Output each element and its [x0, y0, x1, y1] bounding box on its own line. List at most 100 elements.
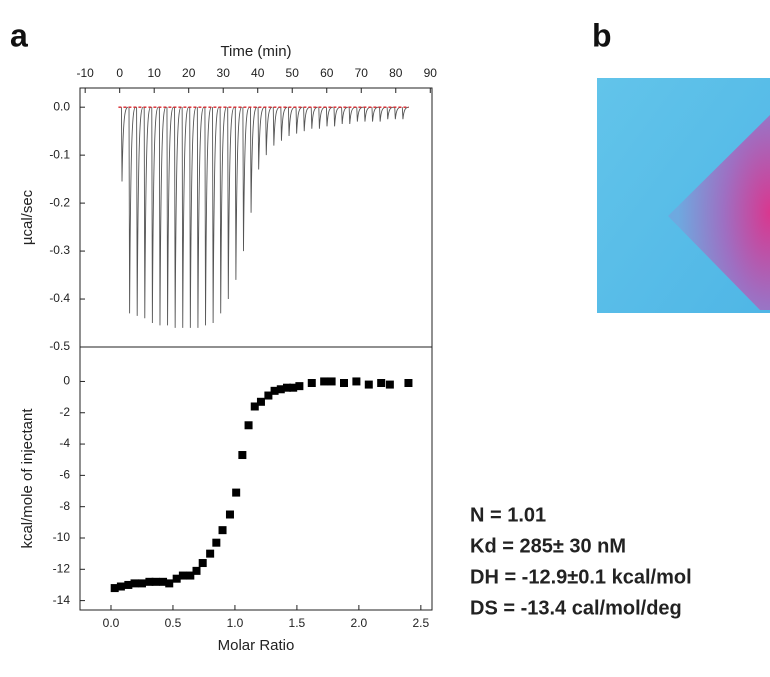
x-axis-title: Molar Ratio [218, 637, 295, 654]
data-point [172, 574, 181, 583]
fit-parameter: DS = -13.4 cal/mol/deg [470, 597, 682, 619]
injection-peak [250, 106, 258, 213]
injection-peak [204, 106, 212, 326]
crystal-image [597, 78, 770, 313]
y-tick-label: -10 [53, 530, 71, 544]
y-axis-title: kcal/mole of injectant [19, 408, 36, 549]
data-point [276, 385, 285, 394]
data-point [212, 538, 221, 547]
injection-peak [265, 106, 273, 156]
injection-peak [401, 106, 409, 120]
injection-peak [158, 106, 167, 326]
x-tick-label: 0.0 [103, 616, 120, 630]
data-point [178, 571, 187, 580]
injection-peak [386, 106, 394, 120]
injection-peak [151, 106, 159, 324]
x-tick-label: 1.5 [289, 616, 306, 630]
injection-peak [227, 106, 235, 300]
data-point [256, 397, 265, 406]
x-tick-label: 50 [286, 66, 300, 80]
injection-peak [189, 106, 197, 328]
data-point [159, 577, 168, 586]
y-tick-label: -4 [59, 436, 70, 450]
x-tick-label: -10 [77, 66, 95, 80]
injection-peak [394, 106, 402, 120]
data-point [352, 377, 361, 386]
y-tick-label: -2 [59, 405, 70, 419]
x-tick-label: 10 [148, 66, 162, 80]
data-point [165, 579, 174, 588]
injection-peak [363, 106, 371, 122]
y-tick-label: -0.5 [49, 339, 70, 353]
injection-peak [196, 106, 205, 328]
y-axis-title: µcal/sec [19, 189, 36, 245]
injection-peak [242, 106, 250, 252]
x-tick-label: 20 [182, 66, 196, 80]
data-point [232, 488, 241, 497]
data-point [385, 380, 394, 389]
injection-peak [371, 106, 379, 122]
injection-peak [379, 106, 387, 122]
data-point [364, 380, 373, 389]
data-point [295, 382, 304, 391]
injection-peak [219, 106, 227, 314]
injection-peak [174, 106, 182, 328]
x-tick-label: 2.5 [413, 616, 430, 630]
data-point [377, 379, 386, 388]
injection-peak [136, 106, 144, 316]
x-tick-label: 2.0 [351, 616, 368, 630]
data-point [225, 510, 234, 519]
x-tick-label: 80 [389, 66, 403, 80]
injection-peak [181, 106, 189, 328]
injection-peak [325, 106, 334, 127]
panel-label: b [592, 17, 612, 53]
injection-peak [257, 106, 265, 170]
y-tick-label: 0 [63, 374, 70, 388]
data-point [238, 451, 247, 460]
panel-label: a [10, 17, 28, 53]
data-point [340, 379, 348, 388]
data-point [282, 383, 291, 392]
data-point [264, 391, 273, 400]
data-point [320, 377, 329, 386]
x-axis-title: Time (min) [220, 43, 291, 60]
injection-peak [333, 106, 341, 127]
data-point [250, 402, 259, 411]
injection-peak [341, 106, 349, 125]
injection-peak [318, 106, 326, 129]
x-tick-label: 60 [320, 66, 334, 80]
fit-parameter: N = 1.01 [470, 504, 546, 526]
data-point [327, 377, 336, 386]
injection-peak [234, 106, 243, 280]
y-tick-label: -0.3 [49, 243, 70, 257]
y-tick-label: -0.4 [49, 291, 70, 305]
x-tick-label: 30 [217, 66, 231, 80]
injection-peak [128, 106, 136, 314]
data-point [289, 383, 298, 392]
data-point [124, 580, 133, 589]
data-point [130, 579, 139, 588]
x-tick-label: 0 [116, 66, 123, 80]
injection-peak [356, 106, 364, 122]
data-point [151, 577, 160, 586]
injection-peak [120, 106, 129, 182]
y-tick-label: -0.2 [49, 195, 70, 209]
injection-peak [280, 106, 288, 141]
data-point [198, 559, 207, 568]
plot-frame [79, 346, 433, 611]
y-tick-label: 0.0 [53, 99, 70, 113]
fit-parameter: Kd = 285± 30 nM [470, 535, 626, 557]
x-tick-label: 0.5 [165, 616, 182, 630]
data-point [270, 386, 279, 395]
data-point [244, 421, 253, 430]
injection-peak [303, 106, 311, 132]
fit-parameter: DH = -12.9±0.1 kcal/mol [470, 566, 692, 588]
data-point [206, 549, 215, 558]
y-tick-label: -6 [59, 468, 70, 482]
data-point [145, 577, 154, 586]
data-point [110, 584, 119, 593]
x-tick-label: 1.0 [227, 616, 244, 630]
injection-peak [166, 106, 174, 326]
y-tick-label: -0.1 [49, 147, 70, 161]
